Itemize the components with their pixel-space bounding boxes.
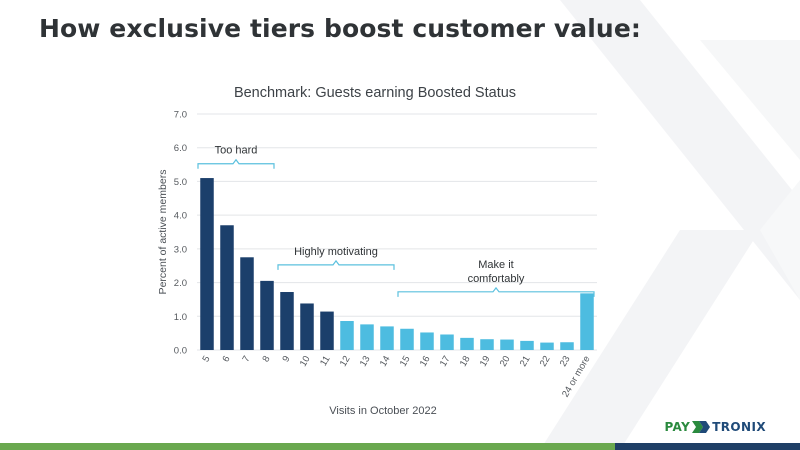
x-tick-label: 7 bbox=[240, 354, 252, 364]
y-axis-label: Percent of active members bbox=[157, 170, 169, 295]
x-tick-label: 14 bbox=[378, 354, 393, 369]
annotation-label: Too hard bbox=[215, 145, 258, 157]
y-tick-label: 7.0 bbox=[174, 110, 187, 121]
bar-24-or-more bbox=[580, 293, 594, 350]
logo-mark-icon bbox=[692, 421, 711, 433]
x-tick-label: 10 bbox=[298, 354, 313, 369]
y-tick-label: 5.0 bbox=[174, 177, 187, 188]
bar-15 bbox=[400, 328, 414, 350]
slide-title: How exclusive tiers boost customer value… bbox=[39, 14, 641, 43]
x-tick-label: 21 bbox=[518, 354, 533, 369]
x-tick-label: 23 bbox=[558, 354, 573, 369]
x-tick-label: 11 bbox=[318, 354, 332, 368]
bar-8 bbox=[260, 280, 274, 350]
bar-13 bbox=[360, 324, 374, 350]
footer-bar-green bbox=[0, 443, 615, 450]
x-tick-label: 12 bbox=[338, 354, 353, 369]
bar-14 bbox=[380, 326, 394, 350]
y-tick-label: 4.0 bbox=[174, 211, 187, 222]
annotation-bracket bbox=[277, 259, 395, 270]
bar-11 bbox=[320, 311, 334, 350]
annotation-bracket bbox=[197, 158, 275, 169]
bar-5 bbox=[200, 178, 214, 350]
x-tick-label: 9 bbox=[280, 354, 292, 364]
annotation-label: comfortably bbox=[468, 273, 525, 285]
chart-title: Benchmark: Guests earning Boosted Status bbox=[234, 85, 516, 101]
annotation-bracket bbox=[397, 286, 595, 297]
x-tick-label: 5 bbox=[200, 354, 212, 364]
x-tick-label: 17 bbox=[438, 354, 453, 369]
bar-19 bbox=[480, 339, 494, 350]
y-tick-label: 3.0 bbox=[174, 244, 187, 255]
bar-6 bbox=[220, 225, 234, 350]
bar-23 bbox=[560, 342, 574, 350]
y-tick-labels: 0.0 1.0 2.0 3.0 4.0 5.0 6.0 7.0 bbox=[174, 110, 187, 357]
footer-bar-blue bbox=[615, 443, 800, 450]
logo-text-tronix: TRONIX bbox=[712, 420, 766, 434]
annotation-label: Make it bbox=[478, 259, 513, 271]
bar-9 bbox=[280, 292, 294, 350]
annotation-label: Highly motivating bbox=[294, 246, 378, 258]
x-tick-label: 13 bbox=[358, 354, 373, 369]
bars bbox=[200, 178, 594, 350]
paytronix-logo: PAY TRONIX bbox=[664, 420, 766, 434]
annotations: Too hard Highly motivating Make it comforta… bbox=[197, 145, 595, 297]
logo-text-pay: PAY bbox=[664, 420, 691, 434]
x-tick-label: 15 bbox=[398, 354, 413, 369]
y-tick-label: 6.0 bbox=[174, 143, 187, 154]
x-tick-label: 18 bbox=[458, 354, 473, 369]
x-tick-label: 20 bbox=[498, 354, 513, 369]
y-tick-label: 2.0 bbox=[174, 278, 187, 289]
x-tick-label: 22 bbox=[538, 354, 553, 369]
bar-7 bbox=[240, 257, 254, 350]
bar-22 bbox=[540, 342, 554, 350]
x-tick-label: 16 bbox=[418, 354, 433, 369]
bar-18 bbox=[460, 337, 474, 350]
x-tick-label: 19 bbox=[478, 354, 493, 369]
bar-10 bbox=[300, 303, 314, 350]
x-axis-label: Visits in October 2022 bbox=[329, 405, 436, 417]
bar-17 bbox=[440, 334, 454, 350]
y-tick-label: 0.0 bbox=[174, 346, 187, 357]
bar-21 bbox=[520, 340, 534, 350]
y-tick-label: 1.0 bbox=[174, 312, 187, 323]
bar-20 bbox=[500, 339, 514, 350]
bar-16 bbox=[420, 332, 434, 350]
bar-12 bbox=[340, 321, 354, 350]
x-tick-label: 6 bbox=[220, 354, 232, 364]
x-tick-label: 8 bbox=[260, 354, 272, 364]
